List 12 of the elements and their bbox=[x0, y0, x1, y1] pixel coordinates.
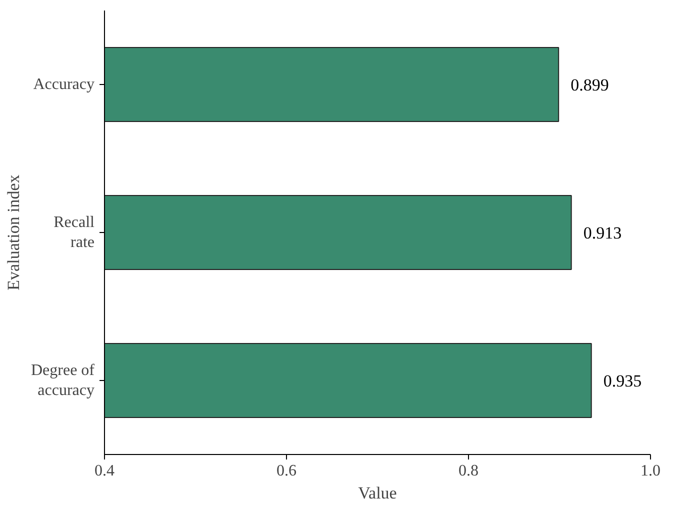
data-label: 0.913 bbox=[583, 224, 622, 242]
data-label: 0.935 bbox=[603, 372, 642, 390]
x-axis-title: Value bbox=[358, 484, 397, 502]
x-tick-label: 0.4 bbox=[94, 462, 114, 480]
y-tick-label: Recall rate bbox=[54, 214, 96, 252]
y-tick-label: Accuracy bbox=[33, 76, 95, 93]
x-tick-label: 1.0 bbox=[640, 462, 660, 480]
y-tick-label: Degree of accuracy bbox=[30, 362, 96, 400]
data-label: 0.899 bbox=[570, 76, 609, 94]
y-axis-title: Evaluation index bbox=[4, 174, 23, 290]
x-tick-label: 0.8 bbox=[458, 462, 478, 480]
x-tick-label: 0.6 bbox=[276, 462, 296, 480]
